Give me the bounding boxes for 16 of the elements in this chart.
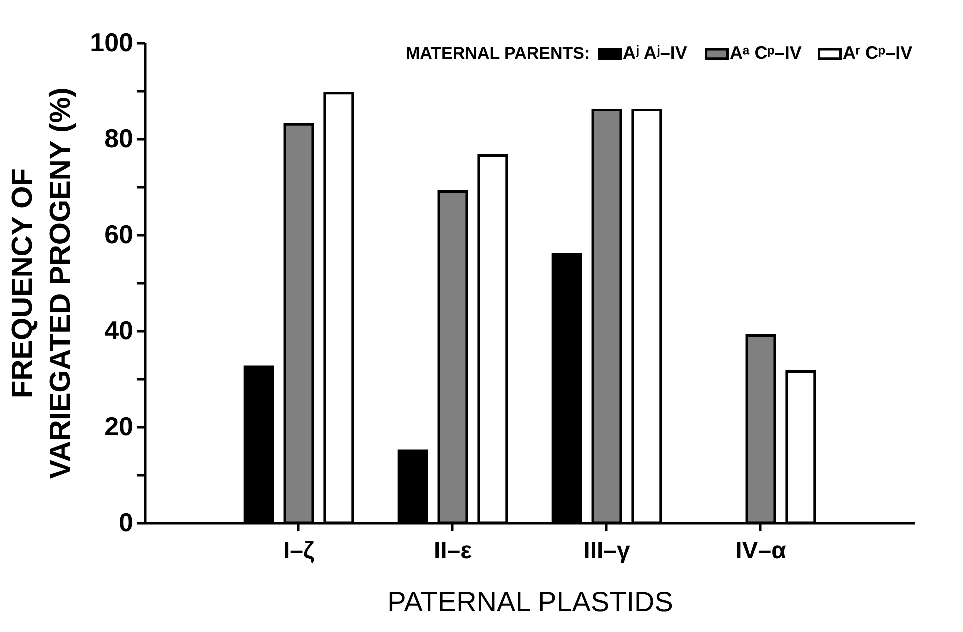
y-tick-label: 0 <box>119 508 134 538</box>
x-tick-label: III–γ <box>584 538 631 564</box>
y-tick-label: 80 <box>104 124 134 154</box>
legend-label: Aʳ Cᵖ–IV <box>843 43 913 64</box>
legend-label: Aʲ Aʲ–IV <box>623 43 688 64</box>
x-axis-title: PATERNAL PLASTIDS <box>388 586 674 618</box>
y-axis-title: FREQUENCY OF VARIEGATED PROGENY (%) <box>7 88 78 480</box>
y-tick-label: 100 <box>90 28 134 58</box>
legend-title: MATERNAL PARENTS: <box>406 44 590 63</box>
legend-label: Aᵃ Cᵖ–IV <box>730 43 802 64</box>
y-tick-label: 20 <box>104 412 134 442</box>
x-tick-label: I–ζ <box>283 538 315 564</box>
x-tick-label: II–ε <box>434 538 472 564</box>
y-tick-label: 40 <box>104 316 134 346</box>
y-tick-label: 60 <box>104 220 134 250</box>
x-tick-label: IV–α <box>736 538 787 564</box>
